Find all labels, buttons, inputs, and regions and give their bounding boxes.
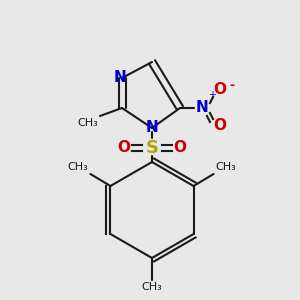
Text: O: O <box>214 118 226 134</box>
Text: N: N <box>146 121 158 136</box>
Text: CH₃: CH₃ <box>216 162 236 172</box>
Text: O: O <box>173 140 187 155</box>
Text: O: O <box>118 140 130 155</box>
Text: -: - <box>229 80 234 92</box>
Text: N: N <box>114 70 126 86</box>
Text: N: N <box>196 100 208 116</box>
Text: CH₃: CH₃ <box>68 162 88 172</box>
Text: O: O <box>214 82 226 98</box>
Text: +: + <box>208 90 216 100</box>
Text: S: S <box>146 139 158 157</box>
Text: CH₃: CH₃ <box>77 118 98 128</box>
Text: CH₃: CH₃ <box>142 282 162 292</box>
